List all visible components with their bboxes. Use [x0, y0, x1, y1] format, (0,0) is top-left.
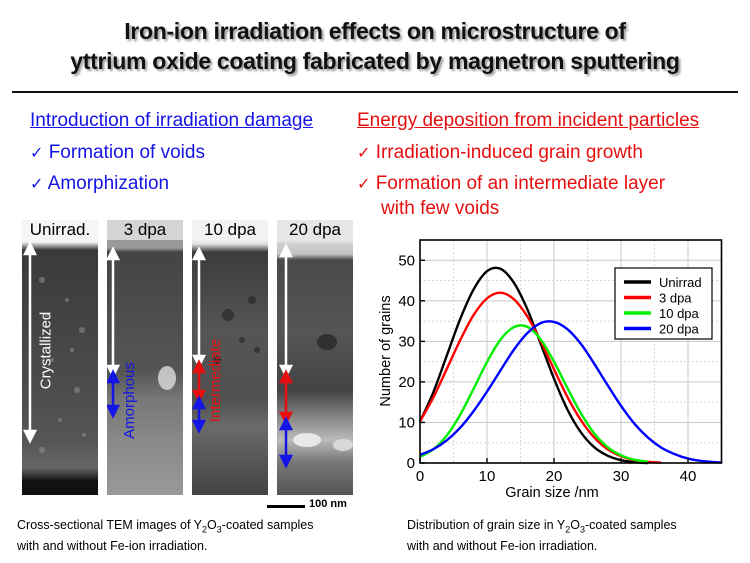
caption-sub: 2	[202, 524, 208, 535]
chart-caption: Distribution of grain size in Y2O3-coate…	[407, 517, 677, 554]
caption-line-2: with and without Fe-ion irradiation.	[407, 538, 598, 553]
x-tick-label: 40	[680, 468, 697, 485]
x-tick-label: 20	[546, 468, 563, 485]
series-line-20-dpa	[419, 320, 722, 464]
crystallized-arrow	[22, 241, 38, 444]
tem-caption: Cross-sectional TEM images of Y2O3-coate…	[17, 517, 314, 554]
y-tick-label: 50	[398, 252, 415, 269]
x-tick-label: 0	[416, 468, 424, 485]
x-tick-label: 30	[613, 468, 630, 485]
y-tick-label: 20	[398, 374, 415, 391]
amorphous-arrow	[278, 416, 294, 469]
series-line-10-dpa	[419, 324, 648, 463]
tem-panel-label: Unirrad.	[22, 220, 98, 240]
y-tick-label: 40	[398, 293, 415, 310]
scale-bar	[267, 505, 305, 508]
caption-text: -coated samples	[221, 518, 314, 532]
bullet-text: Formation of an intermediate layer	[375, 173, 666, 194]
caption-text: O	[207, 518, 217, 532]
tem-texture	[278, 243, 353, 469]
check-icon: ✓	[357, 176, 371, 193]
legend-label: Unirrad	[659, 275, 702, 290]
tem-panel-label: 3 dpa	[107, 220, 183, 240]
caption-text: -coated samples	[584, 518, 677, 532]
check-icon: ✓	[30, 145, 44, 162]
page-title: Iron-ion irradiation effects on microstr…	[0, 16, 750, 76]
caption-sub: 3	[216, 524, 222, 535]
chart-curves	[418, 266, 722, 465]
x-axis-label: Grain size /nm	[505, 485, 598, 501]
y-axis-label: Number of grains	[378, 295, 394, 406]
title-divider	[12, 91, 738, 93]
left-bullet-2: ✓ Amorphization	[30, 171, 169, 197]
right-bullet-2-continued: with few voids	[381, 198, 500, 219]
x-tick-label: 10	[479, 468, 496, 485]
legend-label: 10 dpa	[659, 306, 700, 321]
tem-panel-20dpa: 20 dpa	[277, 220, 353, 495]
caption-text: Cross-sectional TEM images of Y	[17, 518, 203, 532]
bullet-text: Irradiation-induced grain growth	[375, 142, 643, 163]
tem-texture	[192, 246, 260, 434]
caption-text: Distribution of grain size in Y	[407, 518, 566, 532]
caption-sub: 2	[565, 524, 571, 535]
plot-frame	[419, 239, 723, 464]
tem-panel-unirrad: Unirrad. Crystallized	[22, 220, 98, 495]
caption-line-2: with and without Fe-ion irradiation.	[17, 538, 208, 553]
tem-texture	[22, 241, 86, 453]
title-line-1: Iron-ion irradiation effects on microstr…	[124, 18, 626, 44]
legend-label: 20 dpa	[659, 322, 700, 337]
y-tick-label: 30	[398, 333, 415, 350]
tem-panel-3dpa: 3 dpa Amorphous	[107, 220, 183, 495]
tem-panel-10dpa: 10 dpa Intermediate	[192, 220, 268, 495]
right-bullet-2: ✓ Formation of an intermediate layer	[357, 171, 665, 197]
chart-ticks: 0 10 20 30 40 0 10 20 30 40 50	[398, 252, 696, 485]
left-bullet-1: ✓ Formation of voids	[30, 140, 205, 166]
right-bullet-1: ✓ Irradiation-induced grain growth	[357, 140, 643, 166]
scale-bar-label: 100 nm	[309, 498, 347, 510]
left-column-heading: Introduction of irradiation damage	[30, 110, 314, 131]
tem-panel-label: 20 dpa	[277, 220, 353, 240]
bullet-text: Amorphization	[47, 173, 170, 194]
caption-text: O	[570, 518, 580, 532]
amorphous-arrow	[107, 369, 121, 419]
legend-label: 3 dpa	[659, 291, 692, 306]
tem-panel-label: 10 dpa	[192, 220, 268, 240]
y-tick-label: 0	[407, 455, 415, 472]
check-icon: ✓	[30, 176, 44, 193]
y-tick-label: 10	[398, 414, 415, 431]
tem-texture	[107, 246, 176, 419]
bullet-text: Formation of voids	[48, 142, 205, 163]
caption-sub: 3	[579, 524, 585, 535]
check-icon: ✓	[357, 145, 371, 162]
white-arrow	[278, 243, 294, 379]
amorphous-arrow	[192, 395, 207, 434]
title-line-2: yttrium oxide coating fabricated by magn…	[70, 48, 680, 74]
white-arrow	[192, 246, 207, 369]
right-column-heading: Energy deposition from incident particle…	[357, 110, 700, 131]
